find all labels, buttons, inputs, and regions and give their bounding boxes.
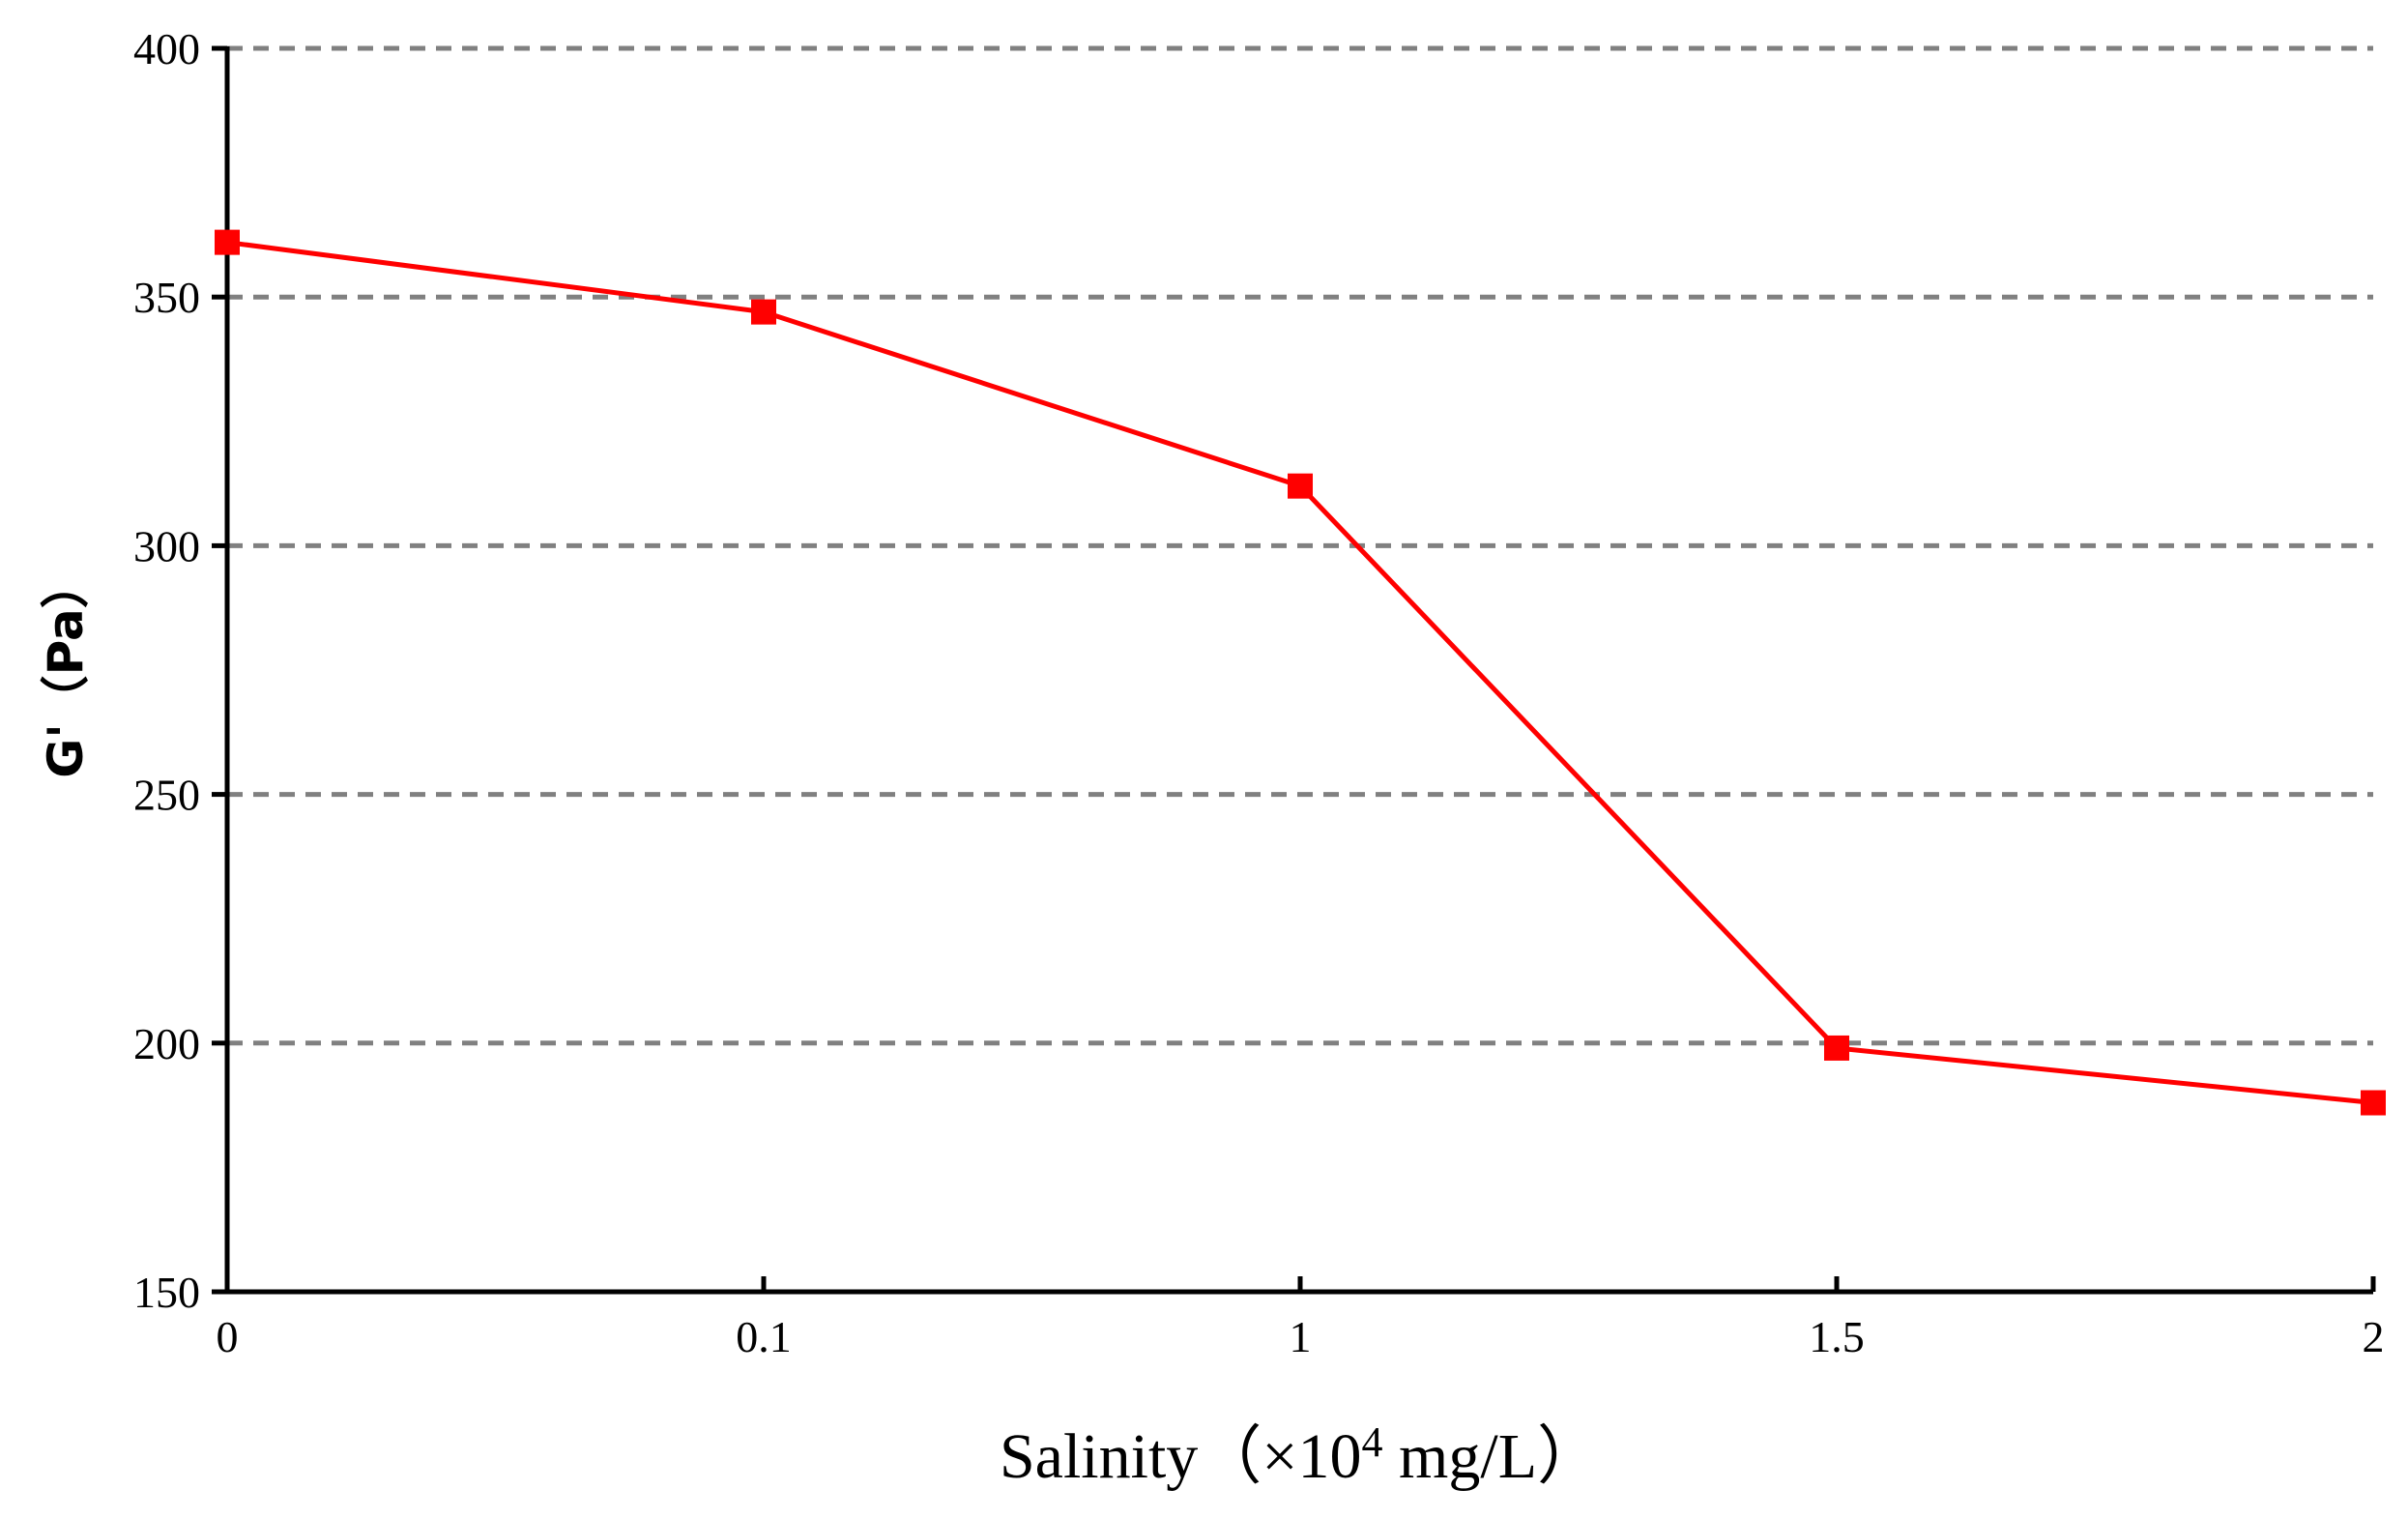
x-axis-label: Salinity（×104 mg/L） <box>1000 1418 1601 1492</box>
y-tick-label-200: 200 <box>133 1019 200 1068</box>
x-tick-label-0: 0 <box>217 1312 239 1361</box>
data-point-2 <box>2361 1090 2386 1116</box>
grid-lines <box>227 45 2373 1046</box>
x-tick-label-1.5: 1.5 <box>1809 1312 1865 1361</box>
y-axis-label: G'（Pa） <box>38 560 94 777</box>
x-axis-label-unit-exponent: 4 <box>1362 1418 1383 1466</box>
x-axis-label-unit-prefix: （×10 <box>1198 1421 1361 1492</box>
x-axis-label-main: Salinity <box>1000 1421 1198 1492</box>
series-g-prime <box>215 229 2386 1116</box>
axes <box>224 46 2373 1295</box>
data-point-0.1 <box>751 299 776 325</box>
x-tick-label-2: 2 <box>2363 1312 2385 1361</box>
series-line-0 <box>226 240 2374 1106</box>
x-axis-label-unit-suffix: mg/L） <box>1383 1421 1602 1492</box>
x-axis-ticks: 0 0.1 1 1.5 2 <box>217 1276 2385 1361</box>
y-tick-label-400: 400 <box>133 24 200 73</box>
y-tick-label-250: 250 <box>133 771 200 820</box>
data-point-1.5 <box>1824 1035 1849 1061</box>
y-tick-label-150: 150 <box>133 1268 200 1317</box>
x-tick-label-1: 1 <box>1290 1312 1312 1361</box>
data-point-1 <box>1288 473 1313 499</box>
y-tick-label-300: 300 <box>133 521 200 570</box>
y-tick-label-350: 350 <box>133 273 200 322</box>
y-axis-ticks: 150 200 250 300 350 400 <box>133 24 227 1317</box>
data-point-0 <box>215 229 240 255</box>
x-tick-label-0.1: 0.1 <box>736 1312 792 1361</box>
